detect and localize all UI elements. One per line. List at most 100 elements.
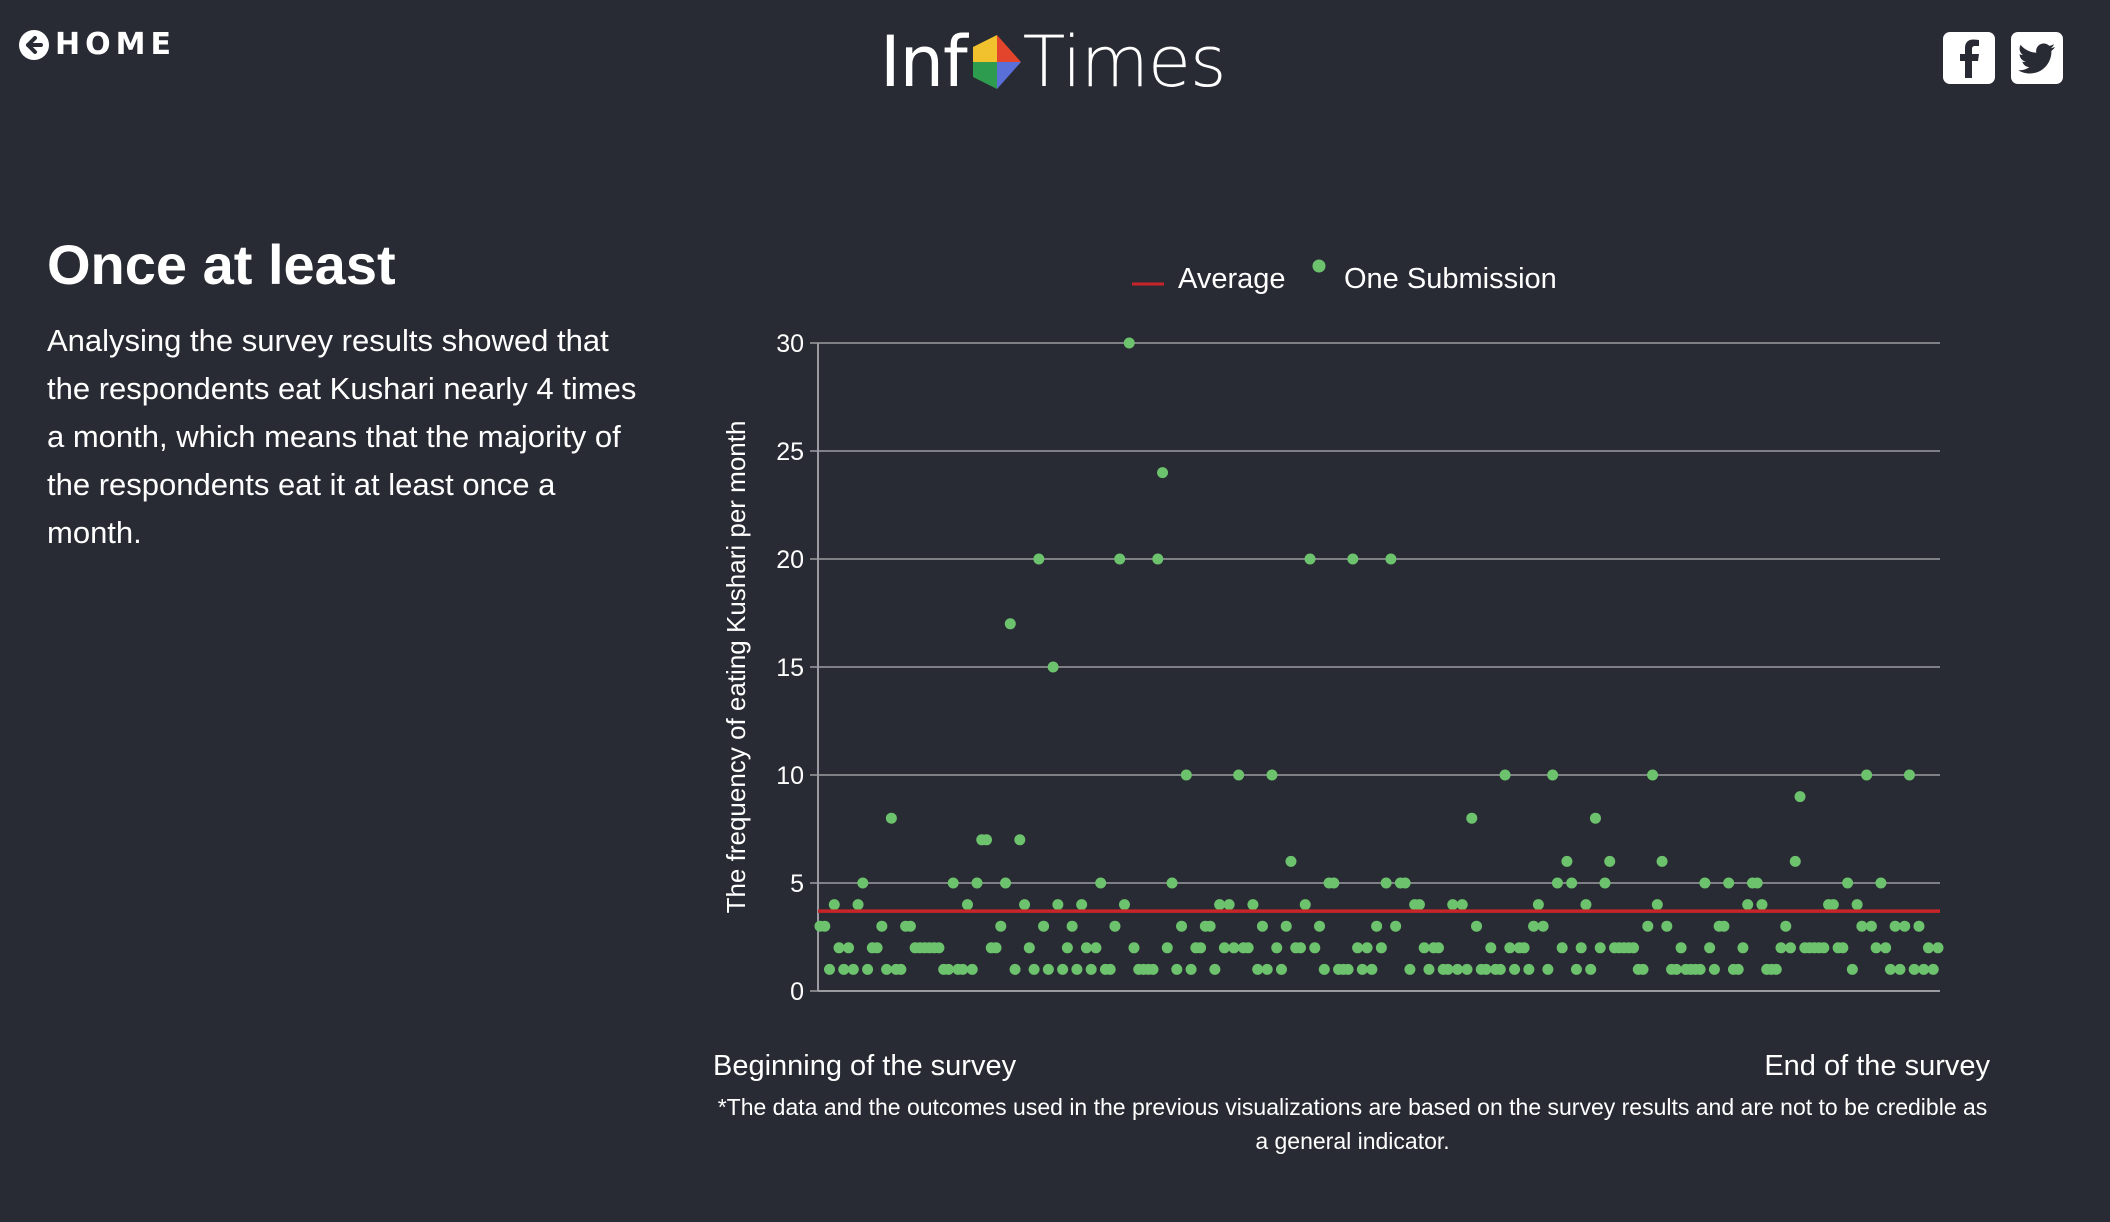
- data-point: [1932, 942, 1944, 954]
- logo-text-start: Inf: [880, 21, 968, 103]
- data-point: [1723, 877, 1735, 889]
- data-point: [1485, 942, 1497, 954]
- data-point: [852, 899, 864, 911]
- data-point: [1228, 942, 1240, 954]
- data-point: [1066, 920, 1078, 932]
- data-point: [1000, 877, 1012, 889]
- data-point: [966, 963, 978, 975]
- data-point: [885, 812, 897, 824]
- data-point: [1275, 963, 1287, 975]
- data-point: [1604, 855, 1616, 867]
- data-point: [1827, 899, 1839, 911]
- data-point: [1128, 942, 1140, 954]
- data-point: [1299, 899, 1311, 911]
- data-point: [1542, 963, 1554, 975]
- data-point: [1561, 855, 1573, 867]
- data-point: [1918, 963, 1930, 975]
- data-point: [1328, 877, 1340, 889]
- data-point: [1818, 942, 1830, 954]
- y-tick-label: 10: [776, 762, 804, 790]
- data-point: [1675, 942, 1687, 954]
- data-point: [1528, 920, 1540, 932]
- data-point: [1256, 920, 1268, 932]
- y-axis-ticks: 0 5 10 15 20 25 30: [776, 330, 818, 1006]
- facebook-button[interactable]: [1943, 32, 1995, 84]
- data-point: [1856, 920, 1868, 932]
- data-point: [1214, 899, 1226, 911]
- data-point: [1656, 855, 1668, 867]
- scatter-chart: Average One Submission The frequency of …: [700, 240, 2010, 1040]
- data-point: [1413, 899, 1425, 911]
- data-point: [1152, 553, 1164, 565]
- data-point: [1589, 812, 1601, 824]
- data-point: [1551, 877, 1563, 889]
- section-description: Analysing the survey results showed that…: [47, 323, 637, 550]
- data-point: [1090, 942, 1102, 954]
- data-point: [990, 942, 1002, 954]
- data-point: [1570, 963, 1582, 975]
- data-point: [1661, 920, 1673, 932]
- data-point: [1252, 963, 1264, 975]
- data-point: [871, 942, 883, 954]
- twitter-button[interactable]: [2011, 32, 2063, 84]
- data-point: [1537, 920, 1549, 932]
- site-logo[interactable]: Inf Times: [880, 21, 1226, 103]
- data-point: [838, 963, 850, 975]
- data-point: [1233, 769, 1245, 781]
- data-point: [847, 963, 859, 975]
- data-point: [1471, 920, 1483, 932]
- y-tick-label: 5: [790, 870, 804, 898]
- data-point: [1375, 942, 1387, 954]
- data-point: [1447, 899, 1459, 911]
- data-point: [1922, 942, 1934, 954]
- data-point: [1837, 942, 1849, 954]
- logo-play-icon: [972, 35, 1021, 89]
- home-link[interactable]: HOME: [19, 27, 176, 62]
- data-point: [971, 877, 983, 889]
- data-point: [1157, 467, 1169, 479]
- data-point: [1908, 963, 1920, 975]
- data-point: [1927, 963, 1939, 975]
- data-point: [1585, 963, 1597, 975]
- chart-points: [814, 337, 1944, 975]
- data-point: [904, 920, 916, 932]
- data-point: [1385, 553, 1397, 565]
- chart-grid: [817, 342, 1940, 992]
- data-point: [1884, 963, 1896, 975]
- data-point: [1042, 963, 1054, 975]
- data-point: [1518, 942, 1530, 954]
- data-point: [1023, 942, 1035, 954]
- y-tick-label: 30: [776, 330, 804, 358]
- footnote: *The data and the outcomes used in the p…: [717, 1094, 1988, 1154]
- data-point: [1095, 877, 1107, 889]
- data-point: [1647, 769, 1659, 781]
- data-point: [1204, 920, 1216, 932]
- data-point: [1147, 963, 1159, 975]
- data-point: [1266, 769, 1278, 781]
- data-point: [895, 963, 907, 975]
- chart-legend: Average One Submission: [1132, 259, 1557, 295]
- data-point: [947, 877, 959, 889]
- facebook-icon: [1960, 39, 1979, 78]
- data-point: [1732, 963, 1744, 975]
- data-point: [843, 942, 855, 954]
- data-point: [1104, 963, 1116, 975]
- data-point: [995, 920, 1007, 932]
- data-point: [1913, 920, 1925, 932]
- data-point: [1523, 963, 1535, 975]
- data-point: [942, 963, 954, 975]
- data-point: [1718, 920, 1730, 932]
- data-point: [1356, 963, 1368, 975]
- data-point: [1209, 963, 1221, 975]
- data-point: [1894, 963, 1906, 975]
- data-point: [957, 963, 969, 975]
- data-point: [876, 920, 888, 932]
- data-point: [1780, 920, 1792, 932]
- y-tick-label: 0: [790, 978, 804, 1006]
- data-point: [1118, 899, 1130, 911]
- data-point: [1361, 942, 1373, 954]
- legend-submission-swatch: [1312, 259, 1326, 273]
- data-point: [1737, 942, 1749, 954]
- data-point: [1014, 834, 1026, 846]
- data-point: [1775, 942, 1787, 954]
